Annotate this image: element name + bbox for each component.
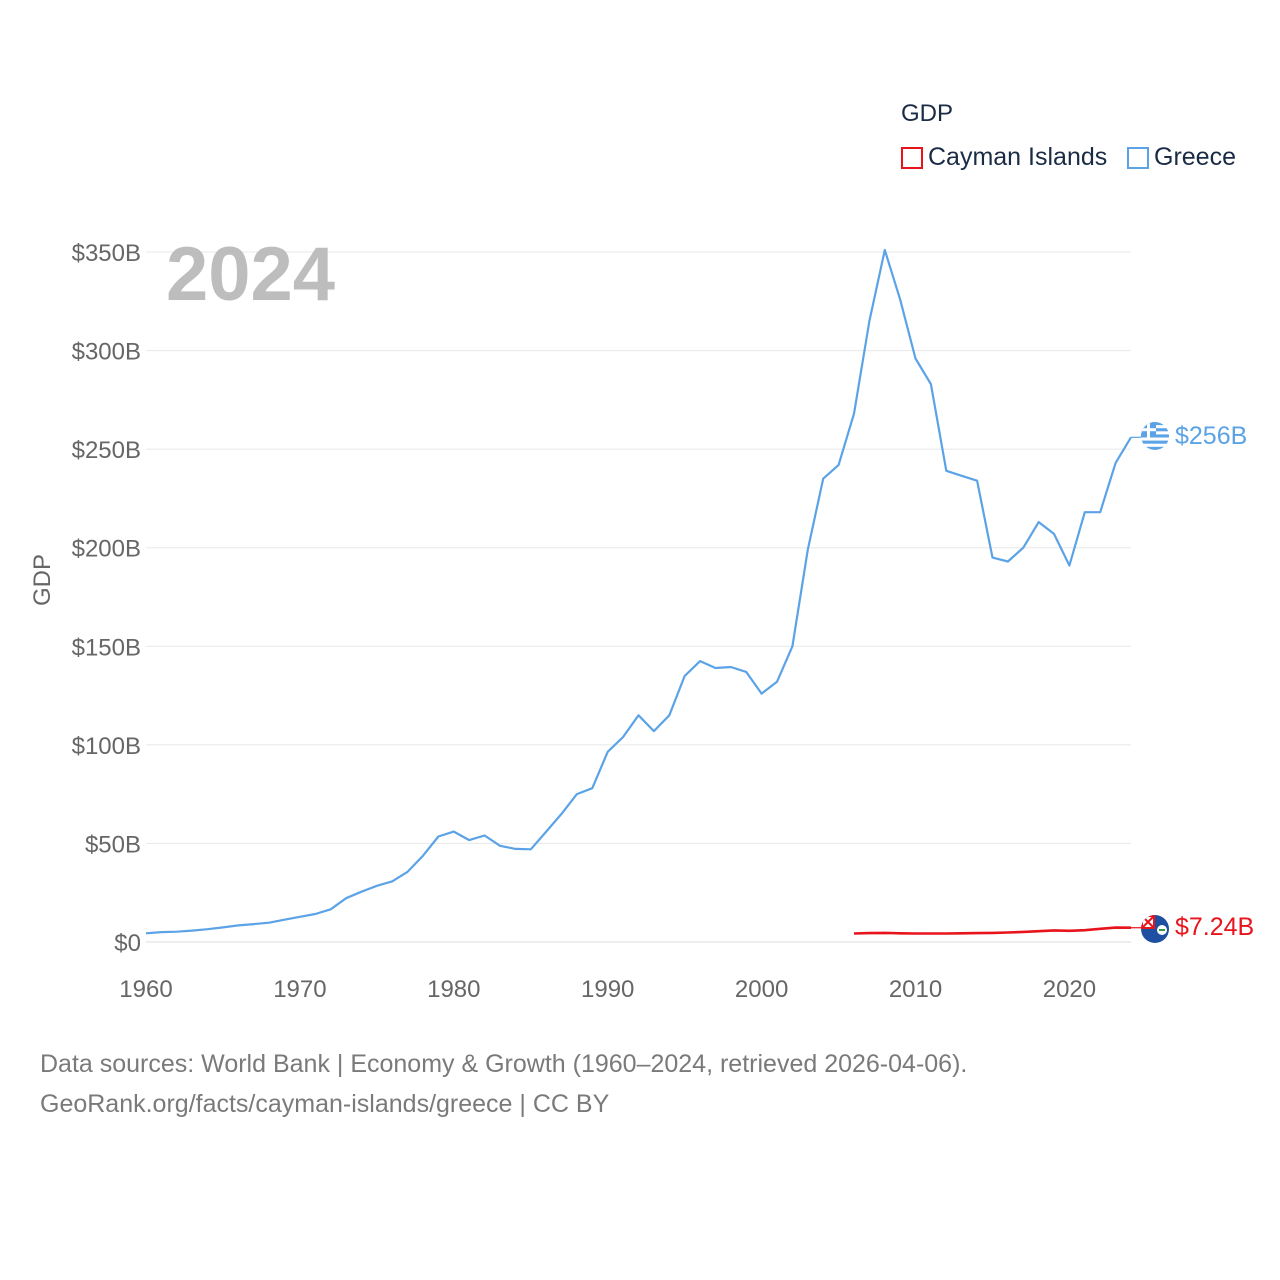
legend-title: GDP bbox=[901, 100, 954, 127]
legend-swatch-greece bbox=[1127, 146, 1149, 169]
year-watermark: 2024 bbox=[166, 232, 335, 317]
x-tick-label: 2000 bbox=[735, 976, 788, 1003]
x-tick-label: 2020 bbox=[1043, 976, 1096, 1003]
legend-swatch-cayman-islands bbox=[901, 146, 923, 169]
x-tick-label: 1960 bbox=[119, 976, 172, 1003]
series-line-greece bbox=[145, 248, 1132, 935]
y-tick-label: $150B bbox=[72, 634, 141, 661]
y-axis-title: GDP bbox=[29, 554, 56, 606]
legend-label-greece: Greece bbox=[1154, 143, 1236, 171]
greece-flag-icon bbox=[1141, 422, 1169, 450]
y-tick-label: $200B bbox=[72, 536, 141, 563]
y-tick-label: $100B bbox=[72, 733, 141, 760]
footer-source-line: Data sources: World Bank | Economy & Gro… bbox=[40, 1050, 968, 1078]
y-tick-label: $250B bbox=[72, 437, 141, 464]
y-tick-label: $300B bbox=[72, 339, 141, 366]
footer-attribution-line: GeoRank.org/facts/cayman-islands/greece … bbox=[40, 1090, 610, 1118]
cayman-islands-flag-icon bbox=[1141, 915, 1169, 943]
greece-end-label: $256B bbox=[1175, 422, 1247, 450]
legend-item-cayman-islands[interactable]: Cayman Islands bbox=[901, 143, 1107, 172]
legend-item-greece[interactable]: Greece bbox=[1127, 143, 1236, 172]
y-tick-label: $50B bbox=[85, 831, 141, 858]
series-line-cayman-islands bbox=[853, 926, 1132, 935]
y-tick-label: $350B bbox=[72, 240, 141, 267]
y-tick-label: $0 bbox=[114, 930, 141, 957]
legend-label-cayman-islands: Cayman Islands bbox=[928, 143, 1108, 171]
footer: Data sources: World Bank | Economy & Gro… bbox=[40, 1044, 967, 1124]
x-tick-label: 1990 bbox=[581, 976, 634, 1003]
x-tick-label: 1970 bbox=[273, 976, 326, 1003]
cayman-end-label: $7.24B bbox=[1175, 913, 1254, 941]
x-tick-label: 2010 bbox=[889, 976, 942, 1003]
x-tick-label: 1980 bbox=[427, 976, 480, 1003]
